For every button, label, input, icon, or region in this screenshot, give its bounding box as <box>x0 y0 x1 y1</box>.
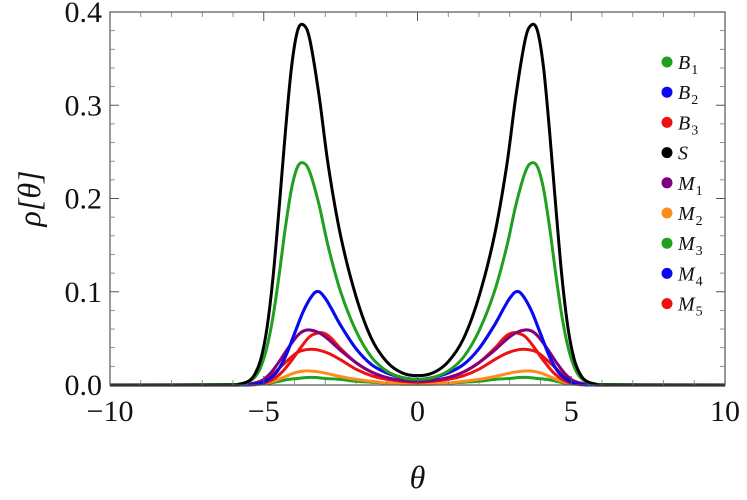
legend-marker <box>662 298 673 309</box>
legend-item-b2: B2 <box>662 82 699 108</box>
x-tick-label: 10 <box>710 395 740 428</box>
legend-item-s: S <box>662 143 689 165</box>
legend-marker <box>662 238 673 249</box>
legend-label: M4 <box>677 263 703 289</box>
series-line-b2 <box>110 291 725 385</box>
x-axis-label: θ <box>410 459 426 495</box>
legend-label: M1 <box>677 173 703 199</box>
legend-marker <box>662 177 673 188</box>
curves-layer <box>110 24 725 385</box>
x-tick-label: 5 <box>564 395 579 428</box>
legend-marker <box>662 208 673 219</box>
legend-marker <box>662 117 673 128</box>
legend-item-m2: M2 <box>662 203 703 229</box>
y-tick-label: 0.3 <box>65 89 103 122</box>
plot-border <box>110 12 725 385</box>
legend-marker <box>662 87 673 98</box>
legend-label: B2 <box>678 82 698 108</box>
series-line-m4 <box>110 291 725 385</box>
y-tick-label: 0.4 <box>65 0 103 29</box>
legend-marker <box>662 147 673 158</box>
legend-item-b3: B3 <box>662 112 699 138</box>
x-tick-label: −5 <box>248 395 280 428</box>
legend-item-m1: M1 <box>662 173 703 199</box>
series-line-m3 <box>110 163 725 385</box>
legend-marker <box>662 57 673 68</box>
legend-label: B3 <box>678 112 698 138</box>
y-tick-label: 0.1 <box>65 276 103 309</box>
plot-frame <box>110 12 725 385</box>
legend-item-b1: B1 <box>662 52 699 78</box>
y-axis-label: ρ[θ] <box>11 171 47 228</box>
ticks-layer: −10 −5 0 5 100.00.10.20.30.4 <box>65 0 741 428</box>
legend-label: B1 <box>678 52 698 78</box>
x-tick-label: 0 <box>410 395 425 428</box>
legend-item-m5: M5 <box>662 294 703 320</box>
legend-marker <box>662 268 673 279</box>
legend-label: S <box>678 143 688 165</box>
legend-label: M5 <box>677 294 703 320</box>
legend-item-m4: M4 <box>662 263 703 289</box>
y-tick-label: 0.0 <box>65 369 103 402</box>
legend-label: M2 <box>677 203 703 229</box>
legend-label: M3 <box>677 233 703 259</box>
axis-labels-layer: θ ρ[θ] <box>11 171 425 495</box>
series-line-s <box>110 24 725 385</box>
y-tick-label: 0.2 <box>65 183 103 216</box>
legend-item-m3: M3 <box>662 233 703 259</box>
legend: B1 B2 B3 S M1 M2 M3 M4 M5 <box>662 52 703 320</box>
